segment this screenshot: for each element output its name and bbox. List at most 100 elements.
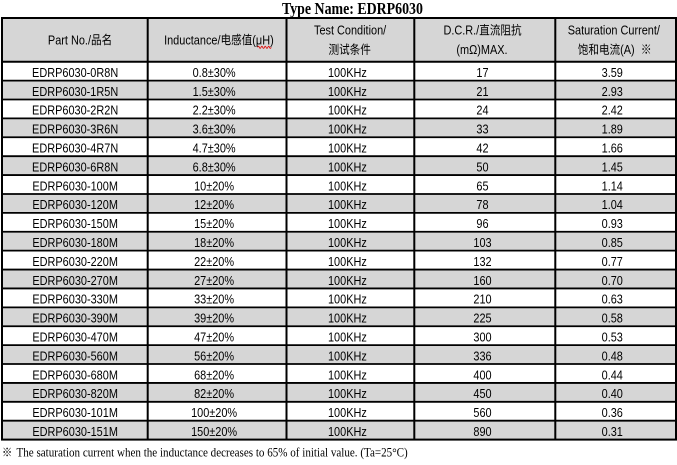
svg-text:EDRP6030-2R2N: EDRP6030-2R2N bbox=[32, 103, 118, 118]
svg-text:4.7±30%: 4.7±30% bbox=[193, 141, 236, 156]
svg-text:(mΩ)MAX.: (mΩ)MAX. bbox=[456, 42, 507, 57]
svg-text:100KHz: 100KHz bbox=[328, 235, 367, 250]
svg-text:EDRP6030-150M: EDRP6030-150M bbox=[32, 216, 118, 231]
svg-text:1.66: 1.66 bbox=[602, 141, 624, 156]
svg-text:EDRP6030-390M: EDRP6030-390M bbox=[32, 311, 118, 326]
svg-text:3.59: 3.59 bbox=[602, 65, 624, 80]
svg-text:EDRP6030-151M: EDRP6030-151M bbox=[32, 424, 118, 439]
svg-text:EDRP6030-3R6N: EDRP6030-3R6N bbox=[32, 122, 118, 137]
svg-text:100KHz: 100KHz bbox=[328, 367, 367, 382]
svg-text:100KHz: 100KHz bbox=[328, 386, 367, 401]
svg-text:890: 890 bbox=[473, 424, 492, 439]
svg-text:0.85: 0.85 bbox=[602, 235, 624, 250]
svg-text:300: 300 bbox=[473, 330, 492, 345]
svg-text:(A): (A) bbox=[620, 42, 635, 57]
svg-text:2.93: 2.93 bbox=[602, 84, 624, 99]
svg-text:12±20%: 12±20% bbox=[194, 197, 234, 212]
svg-text:82±20%: 82±20% bbox=[194, 386, 234, 401]
svg-text:103: 103 bbox=[473, 235, 492, 250]
svg-text:68±20%: 68±20% bbox=[194, 367, 234, 382]
svg-text:EDRP6030-560M: EDRP6030-560M bbox=[32, 348, 118, 363]
svg-text:17: 17 bbox=[476, 65, 488, 80]
svg-text:1.5±30%: 1.5±30% bbox=[193, 84, 236, 99]
svg-text:0.31: 0.31 bbox=[602, 424, 624, 439]
svg-text:100KHz: 100KHz bbox=[328, 273, 367, 288]
svg-text:100KHz: 100KHz bbox=[328, 178, 367, 193]
svg-text:100KHz: 100KHz bbox=[328, 103, 367, 118]
svg-text:Test Condition/: Test Condition/ bbox=[314, 23, 387, 38]
svg-text:100KHz: 100KHz bbox=[328, 292, 367, 307]
svg-text:0.36: 0.36 bbox=[602, 405, 624, 420]
svg-text:100KHz: 100KHz bbox=[328, 141, 367, 156]
svg-text:33: 33 bbox=[476, 122, 488, 137]
svg-text:42: 42 bbox=[476, 141, 488, 156]
svg-text:24: 24 bbox=[476, 103, 488, 118]
svg-text:225: 225 bbox=[473, 311, 492, 326]
svg-text:21: 21 bbox=[476, 84, 488, 99]
svg-text:18±20%: 18±20% bbox=[194, 235, 234, 250]
svg-text:1.04: 1.04 bbox=[602, 197, 624, 212]
svg-text:0.44: 0.44 bbox=[602, 367, 624, 382]
svg-text:100KHz: 100KHz bbox=[328, 65, 367, 80]
svg-text:EDRP6030-1R5N: EDRP6030-1R5N bbox=[32, 84, 118, 99]
svg-text:15±20%: 15±20% bbox=[194, 216, 234, 231]
svg-text:(μH): (μH) bbox=[252, 32, 273, 47]
svg-text:96: 96 bbox=[476, 216, 488, 231]
svg-text:560: 560 bbox=[473, 405, 492, 420]
svg-text:100KHz: 100KHz bbox=[328, 405, 367, 420]
svg-text:0.8±30%: 0.8±30% bbox=[193, 65, 236, 80]
svg-text:0.77: 0.77 bbox=[602, 254, 624, 269]
svg-text:EDRP6030-4R7N: EDRP6030-4R7N bbox=[32, 141, 118, 156]
svg-text:39±20%: 39±20% bbox=[194, 311, 234, 326]
svg-text:EDRP6030-330M: EDRP6030-330M bbox=[32, 292, 118, 307]
svg-text:0.70: 0.70 bbox=[602, 273, 624, 288]
svg-text:50: 50 bbox=[476, 160, 488, 175]
svg-text:132: 132 bbox=[473, 254, 492, 269]
svg-text:The saturation current when th: The saturation current when the inductan… bbox=[16, 445, 407, 460]
svg-text:0.53: 0.53 bbox=[602, 330, 624, 345]
svg-text:EDRP6030-470M: EDRP6030-470M bbox=[32, 330, 118, 345]
svg-text:0.40: 0.40 bbox=[602, 386, 624, 401]
svg-text:0.63: 0.63 bbox=[602, 292, 624, 307]
svg-text:0.58: 0.58 bbox=[602, 311, 624, 326]
svg-text:0.93: 0.93 bbox=[602, 216, 624, 231]
svg-text:Inductance/: Inductance/ bbox=[164, 32, 221, 47]
svg-text:EDRP6030-0R8N: EDRP6030-0R8N bbox=[32, 65, 118, 80]
svg-text:2.42: 2.42 bbox=[602, 103, 624, 118]
svg-text:100KHz: 100KHz bbox=[328, 84, 367, 99]
svg-text:47±20%: 47±20% bbox=[194, 330, 234, 345]
svg-text:160: 160 bbox=[473, 273, 492, 288]
svg-text:100KHz: 100KHz bbox=[328, 330, 367, 345]
svg-text:3.6±30%: 3.6±30% bbox=[193, 122, 236, 137]
svg-text:EDRP6030-100M: EDRP6030-100M bbox=[32, 178, 118, 193]
svg-text:450: 450 bbox=[473, 386, 492, 401]
svg-text:400: 400 bbox=[473, 367, 492, 382]
svg-text:1.89: 1.89 bbox=[602, 122, 624, 137]
svg-text:33±20%: 33±20% bbox=[194, 292, 234, 307]
svg-text:10±20%: 10±20% bbox=[194, 178, 234, 193]
svg-text:EDRP6030-120M: EDRP6030-120M bbox=[32, 197, 118, 212]
svg-text:EDRP6030-180M: EDRP6030-180M bbox=[32, 235, 118, 250]
svg-text:EDRP6030-101M: EDRP6030-101M bbox=[32, 405, 118, 420]
svg-text:100KHz: 100KHz bbox=[328, 424, 367, 439]
svg-text:210: 210 bbox=[473, 292, 492, 307]
svg-text:EDRP6030-680M: EDRP6030-680M bbox=[32, 367, 118, 382]
svg-text:150±20%: 150±20% bbox=[191, 424, 237, 439]
svg-text:100KHz: 100KHz bbox=[328, 160, 367, 175]
svg-text:EDRP6030-270M: EDRP6030-270M bbox=[32, 273, 118, 288]
svg-text:D.C.R./: D.C.R./ bbox=[443, 23, 479, 38]
svg-text:100±20%: 100±20% bbox=[191, 405, 237, 420]
svg-text:100KHz: 100KHz bbox=[328, 348, 367, 363]
svg-text:0.48: 0.48 bbox=[602, 348, 624, 363]
svg-text:100KHz: 100KHz bbox=[328, 311, 367, 326]
svg-text:EDRP6030-820M: EDRP6030-820M bbox=[32, 386, 118, 401]
svg-text:EDRP6030-220M: EDRP6030-220M bbox=[32, 254, 118, 269]
svg-text:1.45: 1.45 bbox=[602, 160, 624, 175]
svg-text:100KHz: 100KHz bbox=[328, 122, 367, 137]
svg-text:Type Name: EDRP6030: Type Name: EDRP6030 bbox=[282, 0, 423, 18]
svg-text:1.14: 1.14 bbox=[602, 178, 624, 193]
svg-text:100KHz: 100KHz bbox=[328, 197, 367, 212]
svg-text:6.8±30%: 6.8±30% bbox=[193, 160, 236, 175]
svg-text:65: 65 bbox=[476, 178, 488, 193]
svg-text:Part No./: Part No./ bbox=[48, 32, 92, 47]
